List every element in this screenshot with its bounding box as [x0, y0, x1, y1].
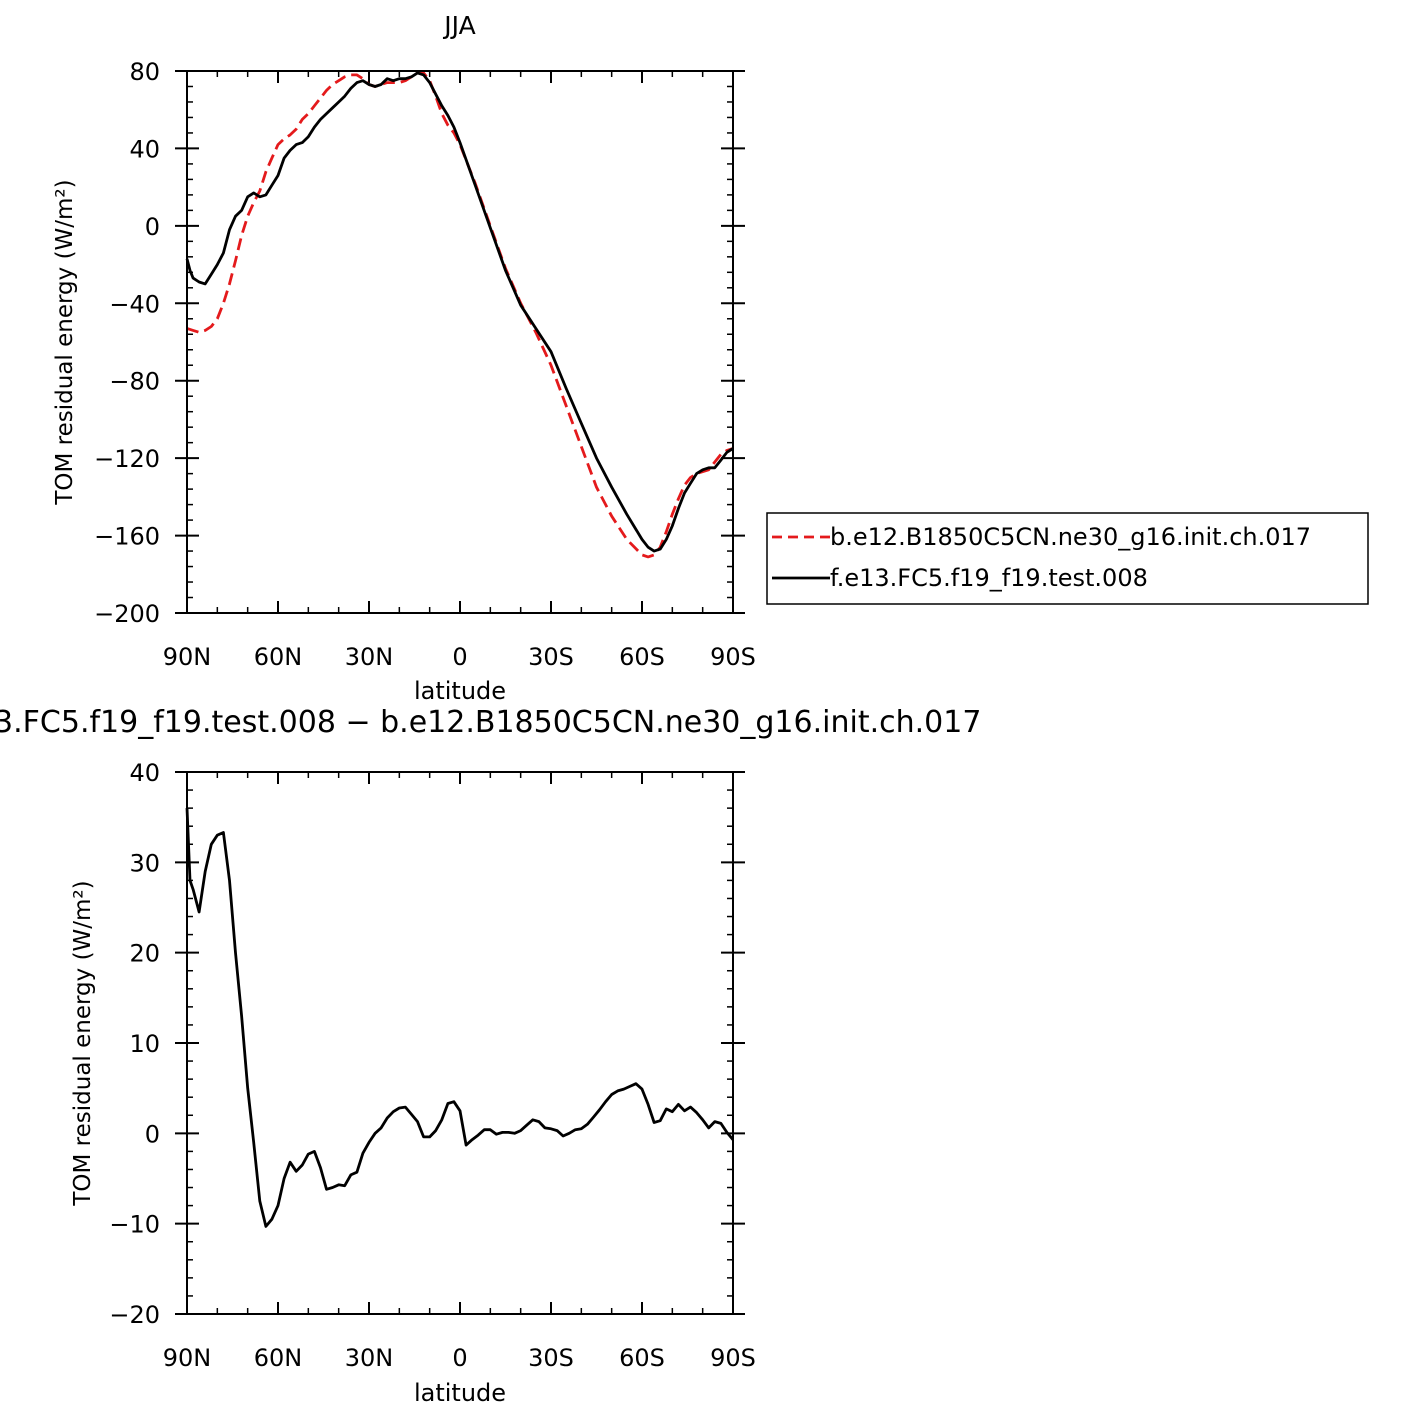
bottom-y-tick-label: 20 [129, 940, 160, 968]
bottom-x-tick-label: 30N [345, 1344, 394, 1372]
top-x-tick-label: 0 [452, 643, 467, 671]
panel-top: JJA 90N 60N 30N 0 30S 60S 90S −200 −160 −120 −80 −4… [52, 11, 1369, 705]
bottom-x-tick-label: 0 [452, 1344, 467, 1372]
bottom-y-tick-label: −10 [109, 1211, 160, 1239]
panel-bottom: f.e13.FC5.f19_f19.test.008 − b.e12.B1850… [0, 705, 981, 1407]
top-ticks [175, 70, 745, 614]
legend-label-b-e12: b.e12.B1850C5CN.ne30_g16.init.ch.017 [830, 523, 1311, 551]
bottom-series [185, 808, 735, 1228]
bottom-ticks [175, 771, 745, 1315]
top-y-tick-label: 40 [129, 135, 160, 163]
bottom-y-tick-label: 10 [129, 1030, 160, 1058]
top-x-tick-label: 60N [254, 643, 303, 671]
top-series [185, 71, 734, 559]
top-y-tick-label: −120 [94, 445, 160, 473]
bottom-y-tick-label: 40 [129, 759, 160, 787]
top-y-tick-label: −40 [109, 290, 160, 318]
top-chart-title: JJA [442, 11, 475, 40]
top-x-axis-label: latitude [414, 677, 506, 705]
bottom-x-tick-label: 60S [619, 1344, 665, 1372]
top-y-tick-label: 0 [145, 213, 160, 241]
top-x-tick-label: 60S [619, 643, 665, 671]
bottom-plot-frame [186, 771, 734, 1315]
legend-box [766, 512, 1369, 605]
bottom-y-tick-label: 30 [129, 849, 160, 877]
top-x-tick-label: 90N [163, 643, 212, 671]
top-x-tick-label: 90S [710, 643, 756, 671]
top-x-tick-label: 30N [345, 643, 394, 671]
top-y-tick-label: −160 [94, 523, 160, 551]
top-y-axis-label: TOM residual energy (W/m²) [52, 179, 78, 505]
top-y-tick-label: 80 [129, 58, 160, 86]
bottom-chart-title: f.e13.FC5.f19_f19.test.008 − b.e12.B1850… [0, 705, 981, 740]
bottom-y-tick-label: −20 [109, 1301, 160, 1329]
top-x-tick-label: 30S [528, 643, 574, 671]
legend-label-f-e13: f.e13.FC5.f19_f19.test.008 [830, 564, 1148, 592]
bottom-x-tick-label: 60N [254, 1344, 303, 1372]
top-y-tick-label: −80 [109, 368, 160, 396]
top-y-tick-label: −200 [94, 600, 160, 628]
top-plot-frame [186, 70, 734, 614]
top-series-line-1 [185, 71, 734, 553]
top-tick-labels: 90N 60N 30N 0 30S 60S 90S −200 −160 −120 −80 −40 0 40… [94, 58, 756, 671]
legend: b.e12.B1850C5CN.ne30_g16.init.ch.017 f.e… [766, 512, 1369, 605]
bottom-x-axis-label: latitude [414, 1379, 506, 1407]
bottom-y-axis-label: TOM residual energy (W/m²) [70, 880, 96, 1206]
bottom-y-tick-label: 0 [145, 1120, 160, 1148]
bottom-x-tick-label: 90S [710, 1344, 756, 1372]
bottom-x-tick-label: 90N [163, 1344, 212, 1372]
bottom-x-tick-label: 30S [528, 1344, 574, 1372]
bottom-series-line-0 [185, 808, 735, 1228]
bottom-tick-labels: 90N 60N 30N 0 30S 60S 90S −20 −10 0 10 20 30 40 [109, 759, 756, 1372]
